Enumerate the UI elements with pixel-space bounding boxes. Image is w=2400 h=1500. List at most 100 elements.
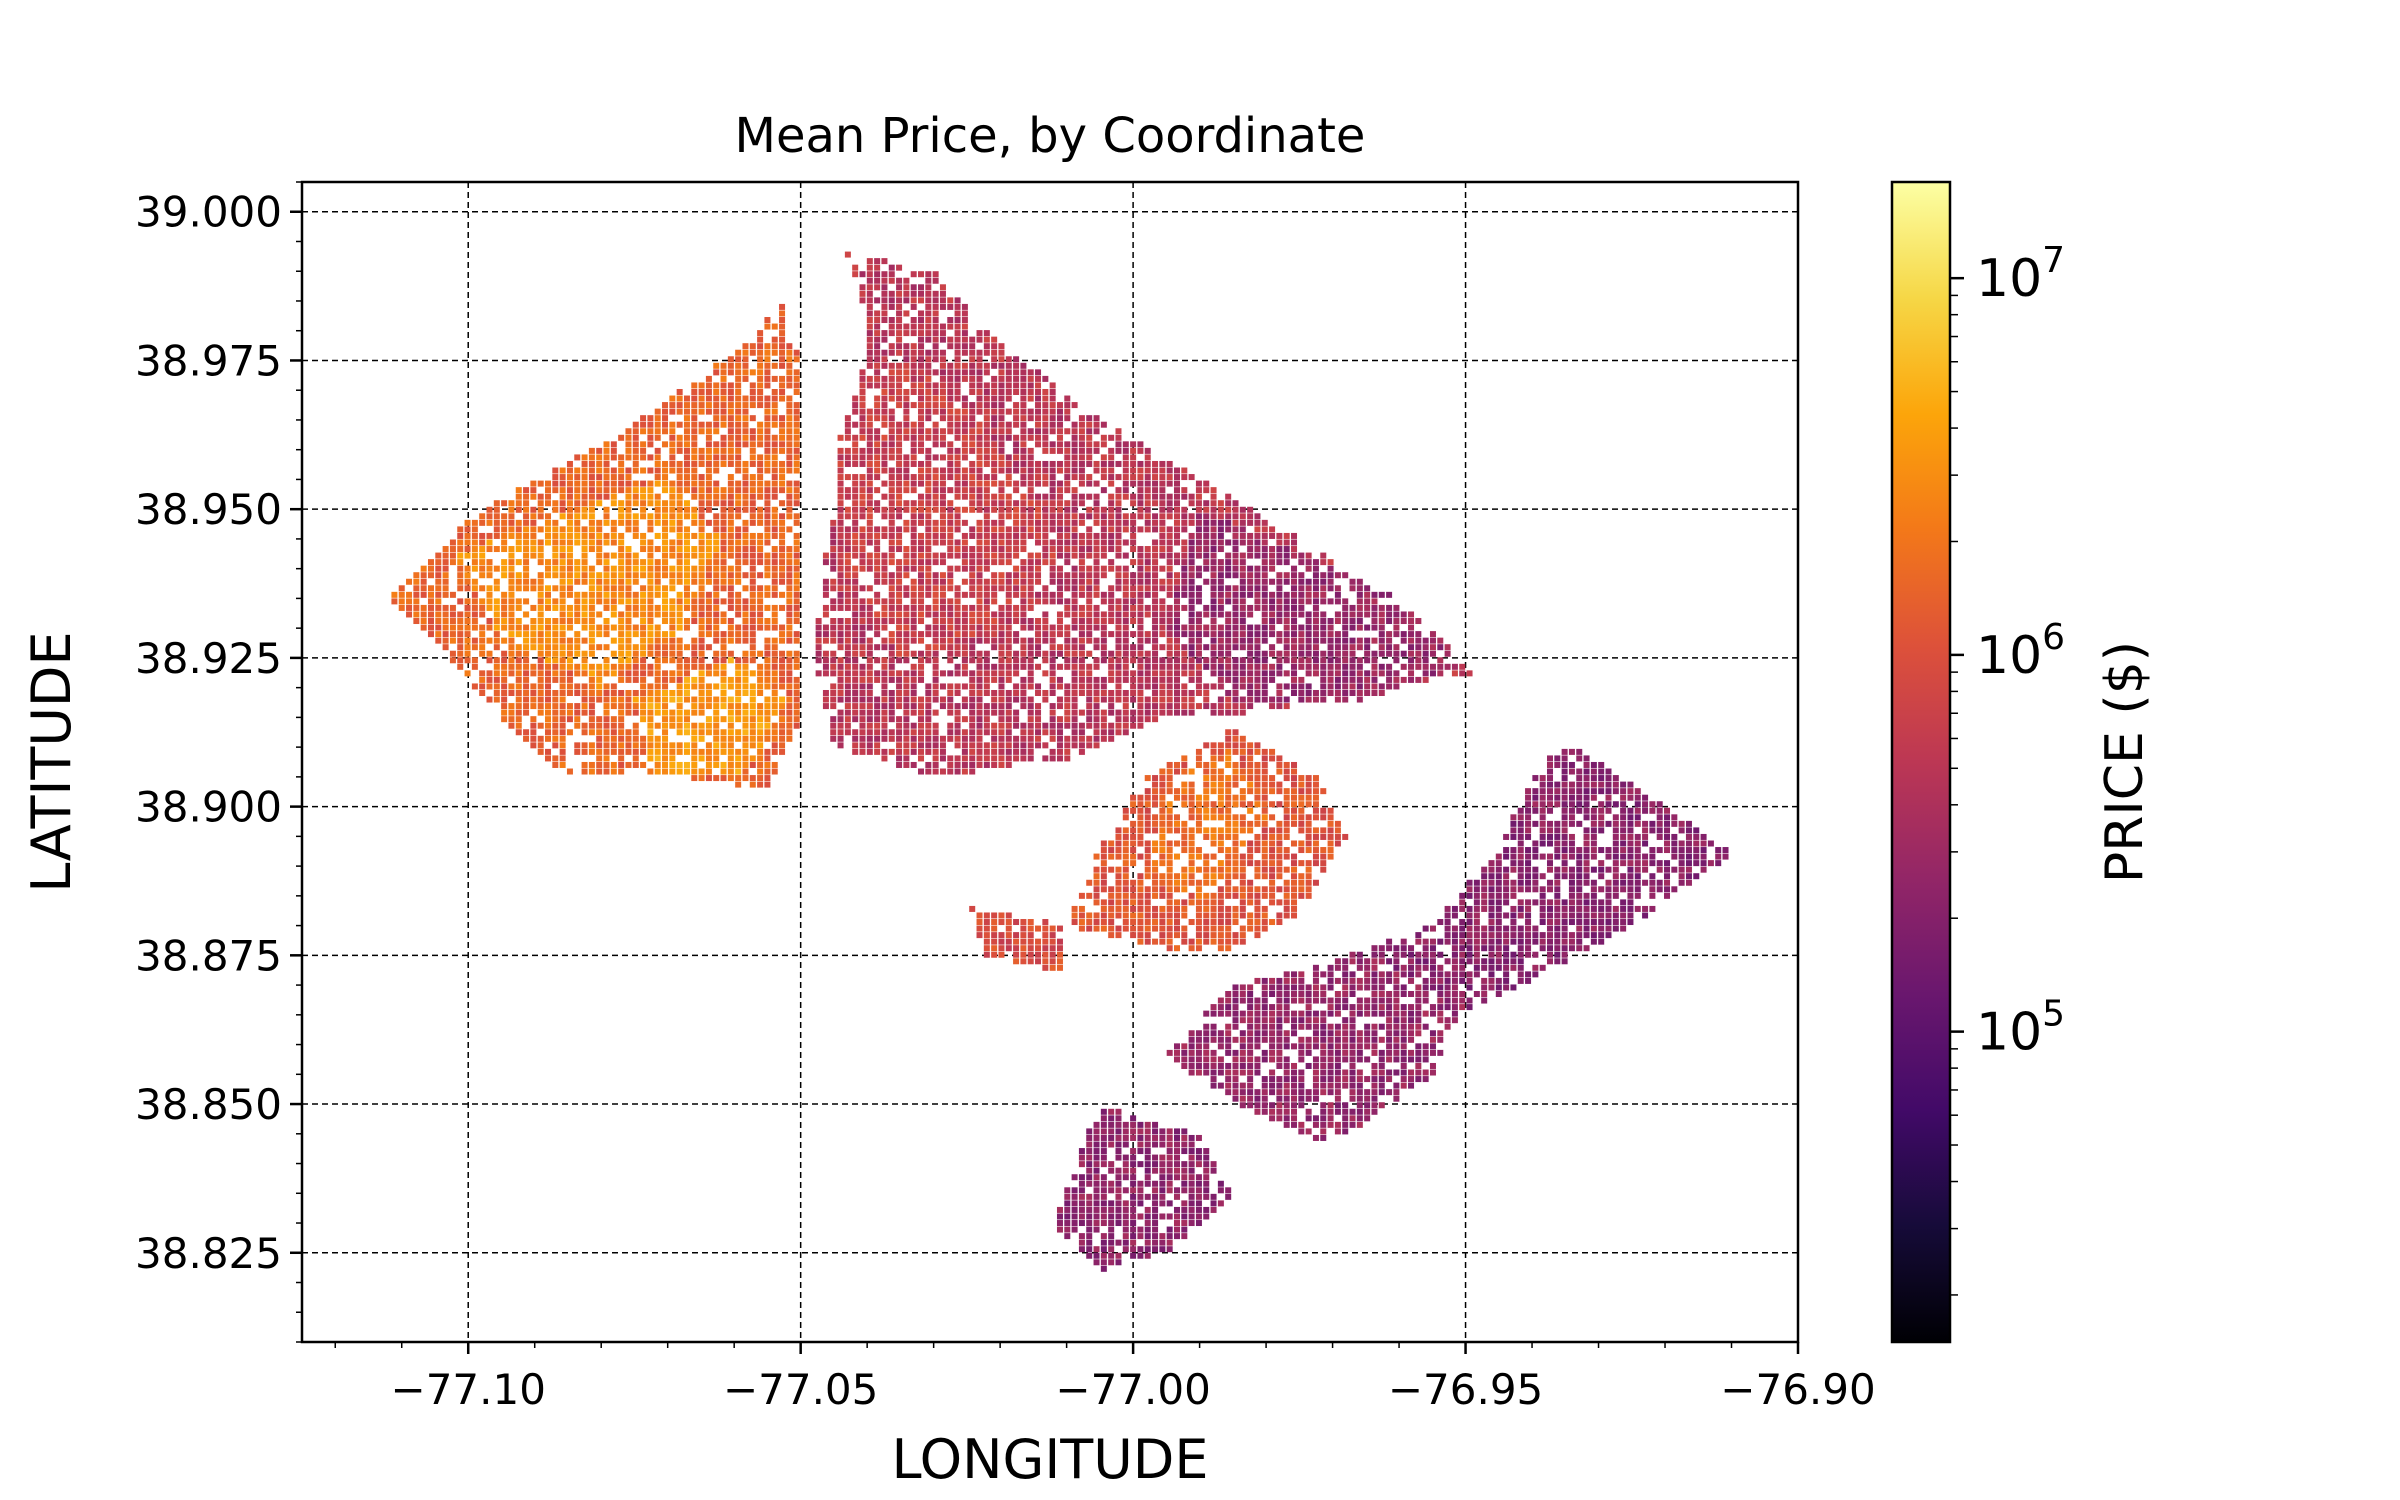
- data-point: [925, 526, 932, 533]
- data-point: [588, 447, 595, 454]
- data-point: [545, 709, 552, 716]
- data-point: [779, 742, 786, 749]
- data-point: [837, 591, 844, 598]
- data-point: [1078, 657, 1085, 664]
- data-point: [479, 585, 486, 592]
- data-point: [1166, 585, 1173, 592]
- data-point: [1108, 526, 1115, 533]
- data-point: [925, 748, 932, 755]
- data-point: [1166, 493, 1173, 500]
- data-point: [881, 408, 888, 415]
- data-point: [786, 676, 793, 683]
- data-point: [566, 683, 573, 690]
- data-point: [566, 559, 573, 566]
- data-point: [493, 637, 500, 644]
- data-point: [647, 696, 654, 703]
- data-point: [545, 526, 552, 533]
- data-point: [1042, 657, 1049, 664]
- data-point: [998, 735, 1005, 742]
- data-point: [1232, 565, 1239, 572]
- data-point: [1203, 552, 1210, 559]
- data-point: [545, 500, 552, 507]
- data-point: [632, 755, 639, 762]
- data-point: [1049, 572, 1056, 579]
- data-point: [493, 532, 500, 539]
- data-point: [983, 447, 990, 454]
- data-point: [1122, 650, 1129, 657]
- data-point: [991, 474, 998, 481]
- data-point: [1122, 572, 1129, 579]
- data-point: [515, 506, 522, 513]
- data-point: [603, 598, 610, 605]
- data-point: [727, 500, 734, 507]
- data-point: [918, 696, 925, 703]
- data-point: [757, 519, 764, 526]
- data-point: [1035, 493, 1042, 500]
- data-point: [1049, 552, 1056, 559]
- data-point: [1122, 526, 1129, 533]
- data-point: [727, 519, 734, 526]
- data-point: [874, 709, 881, 716]
- data-point: [508, 631, 515, 638]
- data-point: [1071, 657, 1078, 664]
- data-point: [947, 722, 954, 729]
- data-point: [1247, 696, 1254, 703]
- data-point: [1247, 689, 1254, 696]
- data-point: [1027, 369, 1034, 376]
- data-point: [581, 611, 588, 618]
- data-point: [449, 618, 456, 625]
- data-point: [1225, 598, 1232, 605]
- data-point: [1049, 519, 1056, 526]
- data-point: [596, 539, 603, 546]
- data-point: [713, 487, 720, 494]
- data-point: [757, 369, 764, 376]
- data-point: [691, 657, 698, 664]
- data-point: [837, 532, 844, 539]
- data-point: [501, 663, 508, 670]
- data-point: [1086, 460, 1093, 467]
- data-point: [1005, 670, 1012, 677]
- data-point: [764, 663, 771, 670]
- data-point: [881, 572, 888, 579]
- data-point: [1027, 382, 1034, 389]
- data-point: [881, 317, 888, 324]
- data-point: [552, 709, 559, 716]
- data-point: [998, 748, 1005, 755]
- data-point: [1035, 526, 1042, 533]
- data-point: [1159, 689, 1166, 696]
- data-point: [545, 559, 552, 566]
- data-point: [698, 539, 705, 546]
- data-point: [486, 565, 493, 572]
- data-point: [1144, 578, 1151, 585]
- data-point: [749, 506, 756, 513]
- data-point: [888, 290, 895, 297]
- data-point: [1013, 683, 1020, 690]
- data-point: [983, 369, 990, 376]
- data-point: [910, 375, 917, 382]
- data-point: [779, 552, 786, 559]
- data-point: [720, 676, 727, 683]
- data-point: [1064, 735, 1071, 742]
- data-point: [742, 539, 749, 546]
- data-point: [961, 506, 968, 513]
- data-point: [610, 761, 617, 768]
- data-point: [1027, 526, 1034, 533]
- data-point: [705, 441, 712, 448]
- data-point: [961, 454, 968, 461]
- data-point: [1115, 428, 1122, 435]
- data-point: [632, 676, 639, 683]
- data-point: [647, 519, 654, 526]
- data-point: [1269, 663, 1276, 670]
- data-point: [1166, 513, 1173, 520]
- data-point: [713, 513, 720, 520]
- data-point: [698, 657, 705, 664]
- data-point: [771, 388, 778, 395]
- data-point: [1056, 526, 1063, 533]
- data-point: [939, 526, 946, 533]
- data-point: [683, 460, 690, 467]
- data-point: [954, 297, 961, 304]
- data-point: [1210, 631, 1217, 638]
- data-point: [1137, 598, 1144, 605]
- data-point: [976, 565, 983, 572]
- data-point: [1049, 631, 1056, 638]
